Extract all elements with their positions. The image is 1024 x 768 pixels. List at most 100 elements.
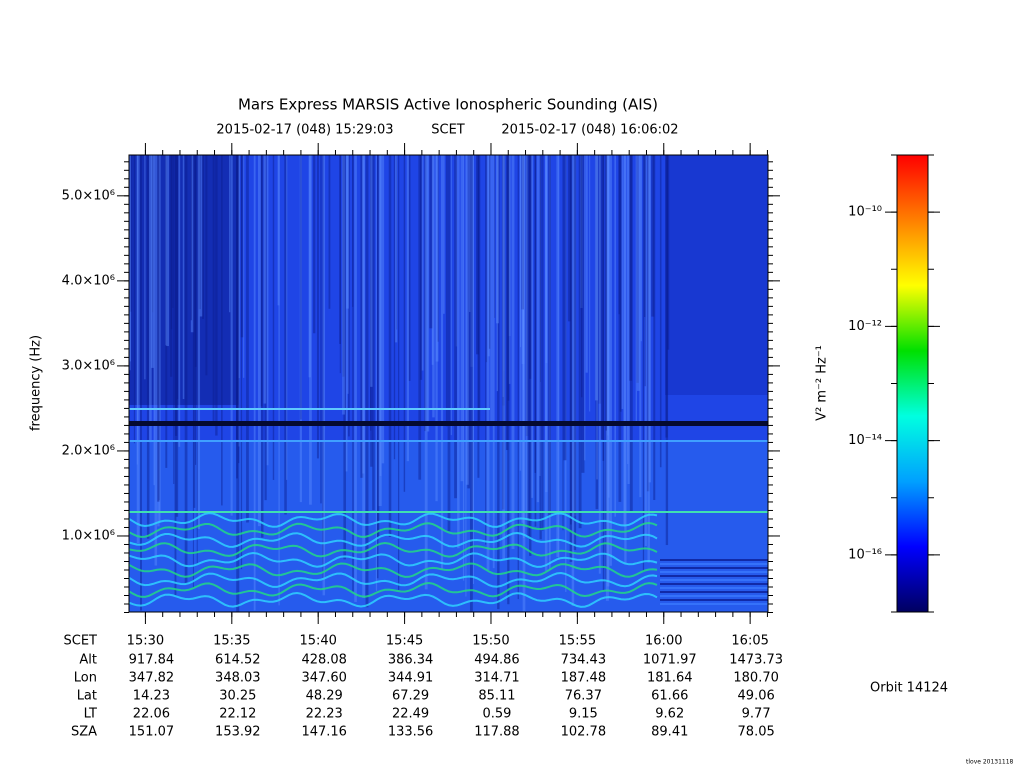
ephemeris-value: 22.23 <box>306 707 343 722</box>
spec-stripe <box>261 155 264 538</box>
ephemeris-value: 49.06 <box>738 689 775 704</box>
spec-stripe <box>644 155 647 547</box>
x-tick-label: 15:45 <box>386 634 423 649</box>
spec-stripe <box>243 155 245 378</box>
spec-stripe <box>602 155 605 461</box>
spec-stripe <box>345 155 348 472</box>
spec-stripe <box>545 155 548 493</box>
spec-stripe <box>339 155 341 344</box>
spec-stripe <box>563 155 567 461</box>
subtitle-start: 2015-02-17 (048) 15:29:03 <box>216 123 393 138</box>
spec-stripe <box>573 155 577 517</box>
spec-stripe <box>629 155 633 512</box>
spec-stripe <box>517 155 519 600</box>
spec-stripe <box>636 155 640 391</box>
spec-stripe <box>578 155 582 529</box>
colorbar <box>896 154 929 613</box>
spec-stripe <box>487 155 490 357</box>
spec-stripe <box>395 155 398 330</box>
spec-stripe <box>659 155 662 468</box>
spec-stripe <box>157 155 160 527</box>
spec-stripe <box>424 155 428 590</box>
spec-stripe <box>521 155 525 364</box>
spec-stripe <box>521 155 524 523</box>
y-tick-label: 1.0×10⁶ <box>62 528 115 543</box>
spec-stripe <box>573 155 577 551</box>
spec-stripe <box>230 155 233 516</box>
spec-stripe <box>175 155 179 517</box>
spec-stripe <box>589 155 591 412</box>
spec-stripe <box>665 155 668 438</box>
spec-stripe <box>432 155 435 418</box>
spec-stripe <box>221 155 223 506</box>
spec-stripe <box>266 155 269 466</box>
ephemeris-value: 133.56 <box>388 725 434 740</box>
spec-stripe <box>133 155 135 444</box>
spec-stripe <box>522 155 526 612</box>
ephemeris-value: 347.60 <box>301 671 347 686</box>
spec-stripe <box>651 155 655 317</box>
x-tick-label: 16:05 <box>731 634 768 649</box>
ephemeris-value: 314.71 <box>474 671 520 686</box>
ephemeris-value: 187.48 <box>561 671 607 686</box>
spec-stripe <box>522 155 525 539</box>
spec-stripe <box>343 155 346 560</box>
spec-stripe <box>146 155 150 539</box>
ephemeris-value: 30.25 <box>219 689 256 704</box>
spec-wave <box>129 512 658 528</box>
spec-stripe <box>240 155 243 570</box>
spec-stripe <box>558 155 560 559</box>
subtitle-mid: SCET <box>431 123 465 138</box>
ephemeris-value: 0.59 <box>482 707 511 722</box>
spec-stripe <box>443 155 445 314</box>
footer: tlove 20131118 <box>966 759 1014 766</box>
spec-stripe <box>362 155 365 474</box>
spec-stripe <box>606 155 610 587</box>
spec-stripe <box>398 155 400 590</box>
spec-stripe <box>490 155 493 425</box>
spec-stripe <box>457 155 460 549</box>
spec-stripe <box>154 155 158 566</box>
spec-stripe <box>419 155 423 380</box>
spec-stripe <box>585 155 588 373</box>
y-tick-label: 5.0×10⁶ <box>62 188 115 203</box>
spec-stripe <box>157 155 160 502</box>
spec-stripe <box>465 155 467 597</box>
spec-wave <box>129 521 658 538</box>
spec-stripe <box>584 155 586 461</box>
spec-wave <box>129 562 658 578</box>
spec-stripe <box>536 155 540 503</box>
spec-stripe <box>527 155 530 539</box>
spec-stripe <box>618 155 621 315</box>
ephemeris-label: Lat <box>77 689 97 704</box>
spec-stripe <box>379 155 382 476</box>
spec-stripe <box>347 155 349 394</box>
spec-stripe <box>665 155 669 546</box>
spec-stripe <box>284 155 287 515</box>
spec-stripe <box>469 155 473 612</box>
spec-stripe <box>505 155 509 451</box>
spec-stripe <box>370 155 373 467</box>
spec-stripe <box>602 155 605 591</box>
spec-stripe <box>184 155 188 584</box>
spec-stripe <box>492 155 495 569</box>
spec-stripe <box>465 155 469 485</box>
spec-band <box>129 421 768 426</box>
x-tick-label: 15:40 <box>299 634 336 649</box>
colorbar-tick-label: 10⁻¹⁰ <box>848 205 882 220</box>
spec-stripe <box>581 155 583 398</box>
spec-stripe <box>240 155 244 338</box>
spec-stripe <box>539 155 541 476</box>
spec-stripe <box>478 155 481 425</box>
spec-stripe <box>627 155 629 465</box>
spec-right <box>665 155 768 395</box>
spec-stripe <box>199 155 203 317</box>
spec-stripe <box>235 155 238 440</box>
spec-stripe <box>424 155 427 432</box>
spec-stripe <box>151 155 154 313</box>
spec-stripe <box>548 155 551 571</box>
spec-stripe <box>129 155 132 312</box>
spec-stripe <box>370 155 372 431</box>
spec-stripe <box>501 155 505 510</box>
spec-stripe <box>328 155 331 309</box>
